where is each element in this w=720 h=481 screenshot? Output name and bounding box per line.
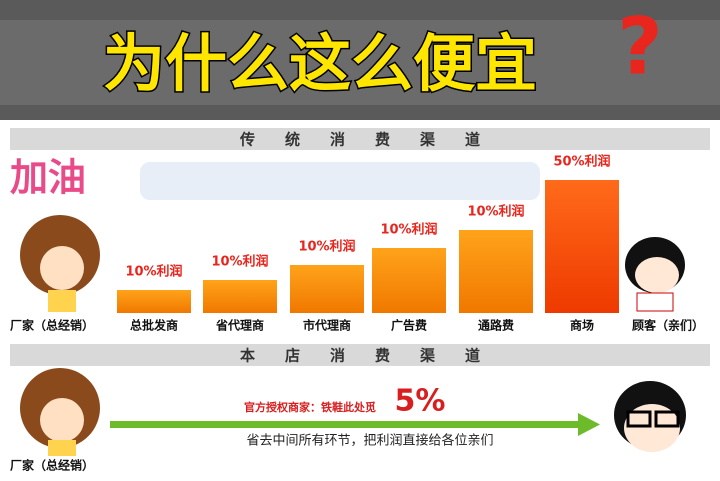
stage-bar [117, 290, 191, 313]
customer-figure [614, 381, 686, 452]
stage-bar [203, 280, 277, 313]
girl-left [20, 368, 100, 456]
section-header [10, 344, 710, 366]
stage-bar [290, 265, 364, 313]
stage-bar [372, 248, 446, 313]
stage-bar [545, 180, 619, 313]
decor-text: 加油 [10, 156, 86, 200]
profit-label: 10%利润 [298, 239, 355, 255]
stage-label: 市代理商 [303, 318, 351, 333]
blurred-area [140, 162, 540, 200]
stage-label: 广告费 [391, 318, 427, 333]
stage-bar [459, 230, 533, 313]
profit-text: 5% [395, 384, 446, 419]
profit-label: 10%利润 [467, 204, 524, 220]
stage-label: 商场 [570, 318, 594, 333]
profit-label: 10%利润 [380, 222, 437, 238]
stage-label: 总批发商 [130, 318, 178, 333]
source-label: 厂家（总经销） [10, 458, 94, 473]
seller-text: 官方授权商家：铁鞋此处觅 [244, 400, 376, 414]
section-title: 传 统 消 费 渠 道 [239, 131, 480, 149]
customer-label: 顾客（亲们） [632, 318, 704, 333]
section-title: 本 店 消 费 渠 道 [240, 347, 480, 365]
profit-label: 10%利润 [211, 254, 268, 270]
profit-label: 50%利润 [553, 154, 610, 170]
title: 为什么这么便宜 [103, 27, 537, 100]
section-header [10, 128, 710, 150]
profit-label: 10%利润 [125, 264, 182, 280]
note-text: 省去中间所有环节，把利润直接给各位亲们 [246, 433, 493, 449]
customer-figure [625, 237, 685, 312]
stage-label: 省代理商 [215, 318, 264, 333]
source-label: 厂家（总经销） [10, 318, 94, 333]
girl-left [20, 215, 100, 312]
arrow [110, 413, 600, 436]
title-mark: ? [617, 2, 662, 92]
header-band [0, 20, 720, 105]
stage-label: 通路费 [478, 318, 514, 333]
